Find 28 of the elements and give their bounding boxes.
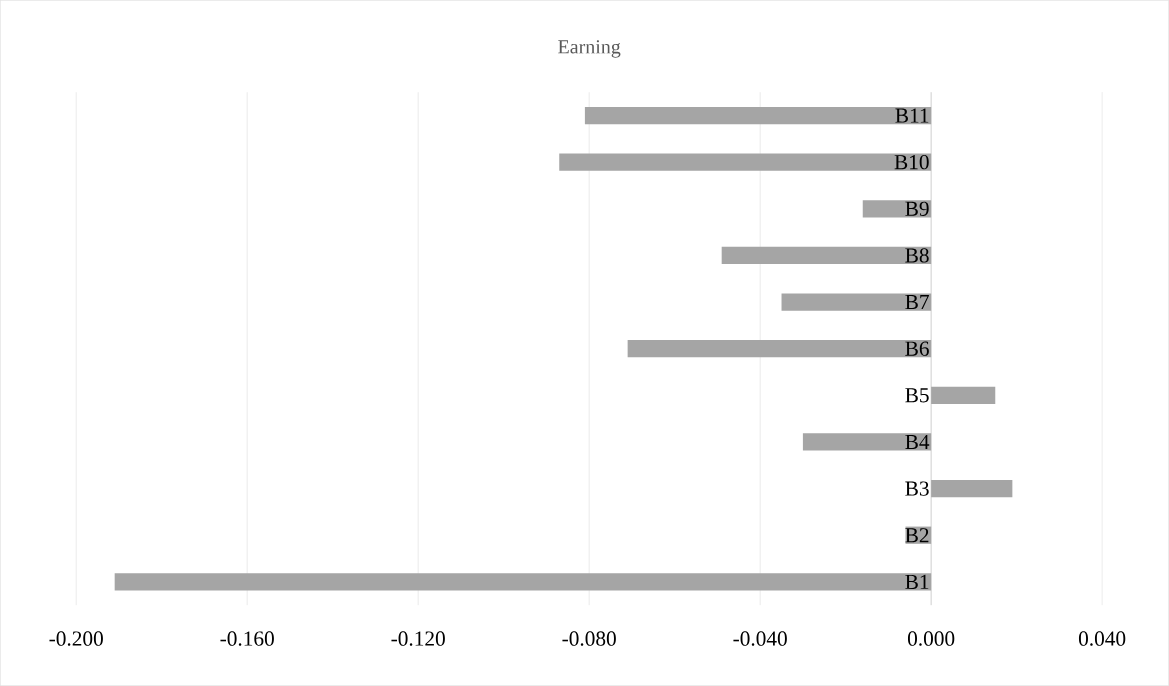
- bar: [931, 479, 1013, 498]
- x-tick-label: 0.000: [907, 631, 955, 646]
- bar: [781, 293, 932, 311]
- x-tick-label: -0.080: [562, 631, 616, 646]
- y-tick-label: B6: [905, 341, 929, 356]
- bar: [931, 386, 996, 404]
- y-tick-label: B2: [905, 528, 929, 543]
- y-tick-label: B10: [894, 154, 929, 170]
- x-tick-label: -0.040: [733, 631, 787, 646]
- y-tick-label: B4: [905, 434, 930, 449]
- bar: [802, 433, 932, 451]
- y-tick-label: B3: [905, 481, 929, 496]
- x-tick-label: -0.120: [391, 631, 445, 646]
- x-tick-label: 0.040: [1078, 631, 1126, 646]
- x-tick-label: -0.160: [220, 631, 274, 646]
- y-tick-label: B7: [905, 295, 929, 310]
- bar: [627, 340, 932, 358]
- bar: [114, 573, 932, 591]
- bar: [559, 153, 932, 171]
- chart-title: Earning: [558, 40, 621, 58]
- y-tick-label: B11: [895, 108, 929, 123]
- bar: [721, 246, 932, 265]
- y-tick-label: B5: [905, 388, 929, 403]
- x-tick-label: -0.200: [49, 631, 103, 646]
- bar: [584, 106, 932, 125]
- y-tick-label: B1: [905, 574, 929, 589]
- y-tick-label: B9: [905, 201, 929, 216]
- y-tick-label: B8: [905, 248, 929, 263]
